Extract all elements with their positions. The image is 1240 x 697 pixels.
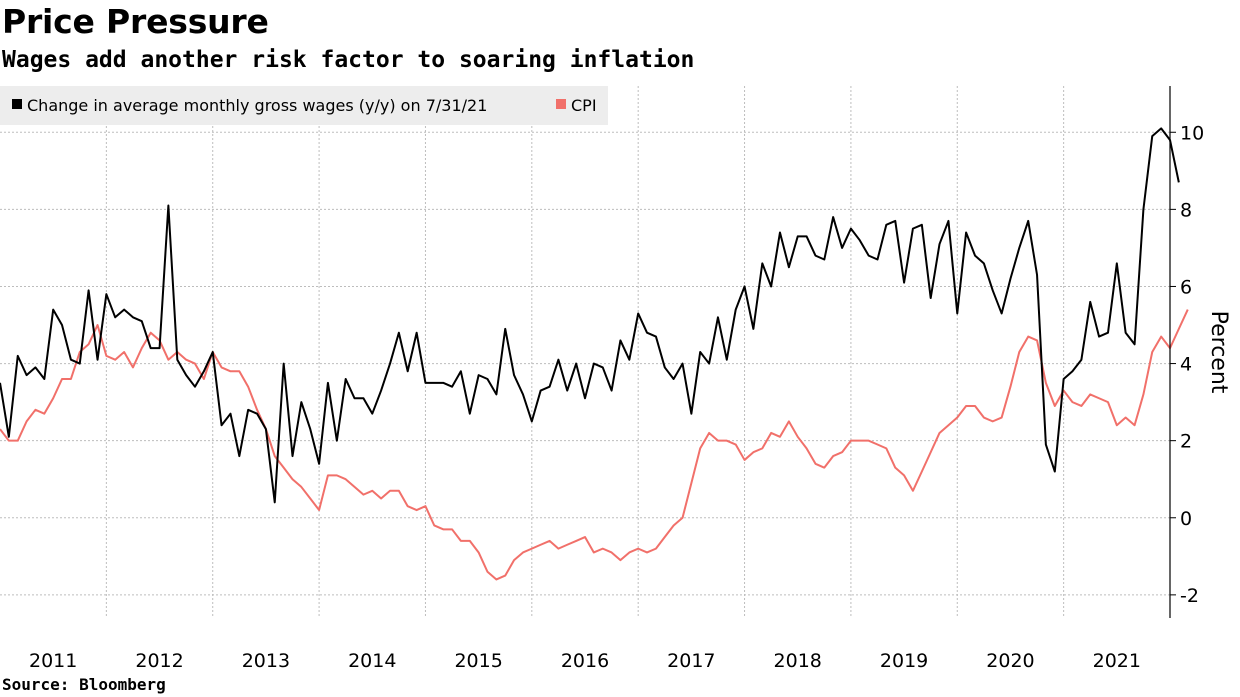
- x-tick-label: 2015: [454, 650, 502, 672]
- legend-label-wages: Change in average monthly gross wages (y…: [27, 96, 487, 115]
- y-tick-label: 4: [1180, 354, 1192, 376]
- y-tick-label: 10: [1180, 122, 1204, 144]
- legend-swatch-wages: [12, 99, 22, 109]
- x-tick-label: 2016: [561, 650, 609, 672]
- series-line-cpi: [0, 309, 1189, 581]
- legend-swatch-cpi: [556, 99, 566, 109]
- x-tick-label: 2020: [986, 650, 1034, 672]
- x-tick-label: 2019: [880, 650, 928, 672]
- x-tick-label: 2014: [348, 650, 396, 672]
- chart-subtitle: Wages add another risk factor to soaring…: [2, 47, 695, 73]
- source-note: Source: Bloomberg: [2, 675, 166, 694]
- y-tick-label: 8: [1180, 199, 1192, 221]
- y-tick-label: 2: [1180, 431, 1192, 453]
- legend-label-cpi: CPI: [571, 96, 597, 115]
- series-line-wages: [0, 127, 1180, 504]
- chart-title: Price Pressure: [2, 2, 269, 41]
- chart-grid: [0, 86, 1170, 618]
- y-tick-label: 6: [1180, 276, 1192, 298]
- chart-series: [0, 127, 1189, 581]
- x-tick-label: 2011: [29, 650, 77, 672]
- y-axis-label: Percent: [1206, 311, 1231, 394]
- y-tick-label: 0: [1180, 508, 1192, 530]
- chart-axes: -2 0 2 4 6 8 10 2011 2012 2013 2014 2015 2016 2017 201…: [29, 86, 1204, 672]
- x-tick-label: 2012: [135, 650, 183, 672]
- x-tick-label: 2018: [774, 650, 822, 672]
- chart-legend: Change in average monthly gross wages (y…: [0, 86, 608, 125]
- y-tick-label: -2: [1180, 585, 1199, 607]
- legend-background: [0, 86, 608, 125]
- x-tick-label: 2017: [667, 650, 715, 672]
- x-tick-label: 2013: [242, 650, 290, 672]
- x-tick-label: 2021: [1093, 650, 1141, 672]
